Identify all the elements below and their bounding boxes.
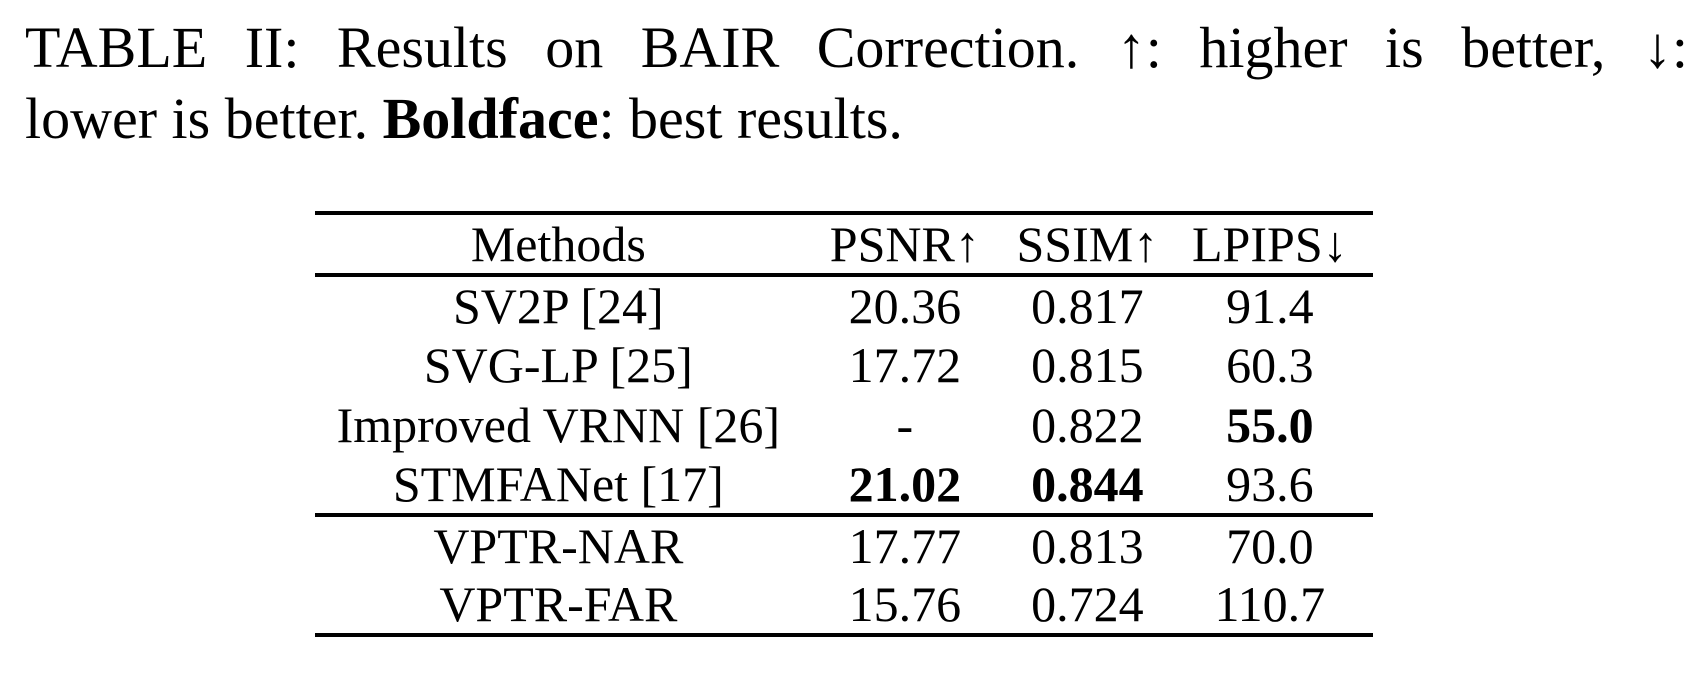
table-row: VPTR-FAR 15.76 0.724 110.7 bbox=[315, 575, 1373, 635]
psnr-cell: 21.02 bbox=[848, 456, 962, 512]
col-header-ssim: SSIM↑ bbox=[1016, 216, 1159, 272]
vptr-methods-group: VPTR-NAR 17.77 0.813 70.0 VPTR-FAR 15.76… bbox=[315, 515, 1373, 635]
results-table: Methods PSNR↑ SSIM↑ LPIPS↓ SV2P [24] 20.… bbox=[315, 211, 1373, 637]
psnr-cell: 17.72 bbox=[848, 337, 962, 393]
table-caption: TABLE II: Results on BAIR Correction. ↑:… bbox=[25, 12, 1688, 154]
psnr-cell: 15.76 bbox=[848, 576, 962, 632]
table-row: VPTR-NAR 17.77 0.813 70.0 bbox=[315, 515, 1373, 575]
table-row: SVG-LP [25] 17.72 0.815 60.3 bbox=[315, 335, 1373, 395]
method-cell: VPTR-NAR bbox=[433, 518, 684, 574]
ssim-cell: 0.822 bbox=[1031, 397, 1144, 453]
ssim-cell: 0.817 bbox=[1031, 278, 1144, 334]
table-row: Improved VRNN [26] - 0.822 55.0 bbox=[315, 395, 1373, 455]
col-header-psnr: PSNR↑ bbox=[829, 216, 980, 272]
lpips-cell: 93.6 bbox=[1226, 456, 1314, 512]
ssim-cell: 0.844 bbox=[1031, 456, 1144, 512]
caption-line-2: lower is better. Boldface: best results. bbox=[25, 83, 1688, 154]
ssim-cell: 0.815 bbox=[1031, 337, 1144, 393]
method-cell: STMFANet [17] bbox=[392, 456, 724, 512]
col-header-methods: Methods bbox=[470, 216, 646, 272]
psnr-cell: 20.36 bbox=[848, 278, 962, 334]
caption-line-2-tail: : best results. bbox=[598, 86, 903, 151]
ssim-cell: 0.724 bbox=[1031, 576, 1144, 632]
lpips-cell: 91.4 bbox=[1226, 278, 1314, 334]
method-cell: SVG-LP [25] bbox=[423, 337, 693, 393]
header-row: Methods PSNR↑ SSIM↑ LPIPS↓ bbox=[315, 213, 1373, 275]
caption-boldface-word: Boldface bbox=[382, 86, 599, 151]
method-cell: SV2P [24] bbox=[453, 278, 664, 334]
ssim-cell: 0.813 bbox=[1031, 518, 1144, 574]
lpips-cell: 110.7 bbox=[1214, 576, 1326, 632]
caption-line-2-text: lower is better. bbox=[25, 86, 383, 151]
psnr-cell: - bbox=[896, 397, 914, 453]
table-header: Methods PSNR↑ SSIM↑ LPIPS↓ bbox=[315, 213, 1373, 275]
lpips-cell: 55.0 bbox=[1226, 397, 1314, 453]
col-header-lpips: LPIPS↓ bbox=[1192, 216, 1348, 272]
psnr-cell: 17.77 bbox=[848, 518, 962, 574]
caption-line-1: TABLE II: Results on BAIR Correction. ↑:… bbox=[25, 15, 1688, 80]
method-cell: Improved VRNN [26] bbox=[336, 397, 781, 453]
method-cell: VPTR-FAR bbox=[439, 576, 678, 632]
table-row: STMFANet [17] 21.02 0.844 93.6 bbox=[315, 455, 1373, 515]
baseline-methods-group: SV2P [24] 20.36 0.817 91.4 SVG-LP [25] 1… bbox=[315, 275, 1373, 515]
lpips-cell: 70.0 bbox=[1226, 518, 1314, 574]
table-row: SV2P [24] 20.36 0.817 91.4 bbox=[315, 275, 1373, 335]
lpips-cell: 60.3 bbox=[1226, 337, 1314, 393]
